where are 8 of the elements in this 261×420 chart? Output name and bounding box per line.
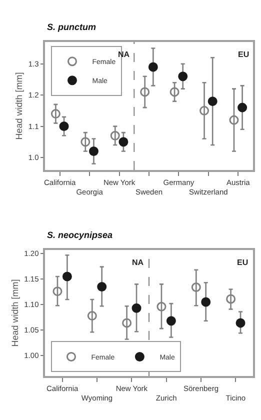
chart-title: S. neocynipsea <box>47 230 113 240</box>
annotation: NA <box>132 258 144 267</box>
annotation: EU <box>238 50 250 59</box>
chart-title: S. punctum <box>47 22 96 32</box>
y-axis-title: Head width [mm] <box>14 72 24 140</box>
annotation: NA <box>118 50 130 59</box>
annotation: EU <box>237 258 248 267</box>
y-axis-title: Head width [mm] <box>10 279 20 347</box>
